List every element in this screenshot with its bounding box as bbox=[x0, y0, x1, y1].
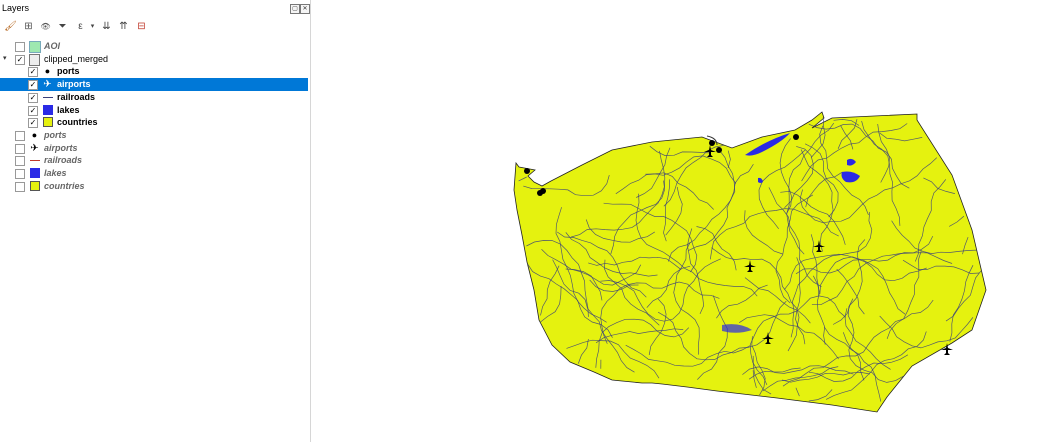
panel-title: Layers bbox=[2, 3, 29, 13]
layer-visibility-checkbox[interactable] bbox=[15, 156, 25, 166]
layer-visibility-checkbox[interactable]: ✓ bbox=[28, 80, 38, 90]
layer-label: countries bbox=[44, 181, 85, 192]
layer-row-ports-child[interactable]: ✓ ● ports bbox=[0, 65, 308, 78]
layers-toolbar: 🖌 ⊞ 👁 ⏷ ε ▾ ⇊ ⇈ ⊟ bbox=[2, 20, 308, 38]
paint-style-icon[interactable]: 🖌 bbox=[4, 20, 17, 34]
layer-visibility-checkbox[interactable]: ✓ bbox=[28, 67, 38, 77]
layer-row-ports[interactable]: ● ports bbox=[0, 129, 308, 142]
layer-row-countries[interactable]: countries bbox=[0, 180, 308, 193]
layers-panel: Layers ▢ ✕ 🖌 ⊞ 👁 ⏷ ε ▾ ⇊ ⇈ ⊟ AOI ▾ ✓ clippe… bbox=[0, 0, 311, 442]
country-swatch-icon bbox=[42, 117, 53, 128]
layer-label: railroads bbox=[57, 92, 95, 103]
float-panel-button[interactable]: ▢ bbox=[290, 4, 300, 14]
layer-label: countries bbox=[57, 117, 98, 128]
layer-label: lakes bbox=[44, 168, 67, 179]
layer-visibility-checkbox[interactable]: ✓ bbox=[28, 118, 38, 128]
layer-visibility-checkbox[interactable] bbox=[15, 144, 25, 154]
expand-all-icon[interactable]: ⇊ bbox=[100, 20, 113, 34]
layer-row-railroads[interactable]: railroads bbox=[0, 154, 308, 167]
aoi-swatch-icon bbox=[29, 41, 40, 52]
add-group-icon[interactable]: ⊞ bbox=[22, 20, 35, 34]
layer-row-lakes[interactable]: lakes bbox=[0, 167, 308, 180]
lake-swatch-icon bbox=[42, 105, 53, 116]
layer-row-lakes-child[interactable]: ✓ lakes bbox=[0, 104, 308, 117]
layer-visibility-checkbox[interactable]: ✓ bbox=[15, 55, 25, 65]
port-point bbox=[524, 168, 530, 174]
port-dot-icon: ● bbox=[42, 66, 53, 77]
layer-label: lakes bbox=[57, 105, 80, 116]
layer-group-icon bbox=[29, 54, 40, 65]
layer-row-clipped_merged[interactable]: ▾ ✓ clipped_merged bbox=[0, 53, 308, 66]
airplane-icon: ✈ bbox=[42, 79, 53, 90]
layer-visibility-checkbox[interactable] bbox=[15, 182, 25, 192]
filter-icon[interactable]: ⏷ bbox=[56, 20, 69, 34]
dropdown-arrow-icon[interactable]: ▾ bbox=[86, 20, 99, 34]
country-swatch-icon bbox=[29, 181, 40, 192]
port-dot-icon: ● bbox=[29, 130, 40, 141]
layer-visibility-checkbox[interactable] bbox=[15, 169, 25, 179]
layer-row-airports[interactable]: ✈ airports bbox=[0, 142, 308, 155]
layer-visibility-checkbox[interactable] bbox=[15, 131, 25, 141]
map-svg bbox=[312, 0, 1049, 442]
port-point bbox=[709, 140, 715, 146]
layer-row-AOI[interactable]: AOI bbox=[0, 40, 308, 53]
port-point bbox=[716, 147, 722, 153]
close-panel-button[interactable]: ✕ bbox=[300, 4, 310, 14]
layer-row-airports-child[interactable]: ✓ ✈ airports bbox=[0, 78, 308, 91]
remove-layer-icon[interactable]: ⊟ bbox=[135, 20, 148, 34]
layer-row-railroads-child[interactable]: ✓ railroads bbox=[0, 91, 308, 104]
port-point bbox=[537, 190, 543, 196]
layer-label: ports bbox=[57, 66, 80, 77]
layer-label: railroads bbox=[44, 155, 82, 166]
layer-row-countries-child[interactable]: ✓ countries bbox=[0, 116, 308, 129]
layer-visibility-checkbox[interactable]: ✓ bbox=[28, 93, 38, 103]
port-point bbox=[793, 134, 799, 140]
lake-swatch-icon bbox=[29, 168, 40, 179]
layer-label: airports bbox=[44, 143, 78, 154]
layer-label: clipped_merged bbox=[44, 54, 108, 65]
layer-visibility-checkbox[interactable] bbox=[15, 42, 25, 52]
railroad-line-icon bbox=[29, 155, 40, 166]
airplane-icon: ✈ bbox=[29, 143, 40, 154]
expand-group-icon[interactable]: ▾ bbox=[3, 54, 7, 62]
collapse-all-icon[interactable]: ⇈ bbox=[117, 20, 130, 34]
layer-label: airports bbox=[57, 79, 91, 90]
map-canvas[interactable] bbox=[312, 0, 1049, 442]
layer-label: AOI bbox=[44, 41, 60, 52]
eye-icon[interactable]: 👁 bbox=[39, 20, 52, 34]
layer-label: ports bbox=[44, 130, 67, 141]
railroad-line-icon bbox=[42, 92, 53, 103]
layer-visibility-checkbox[interactable]: ✓ bbox=[28, 106, 38, 116]
